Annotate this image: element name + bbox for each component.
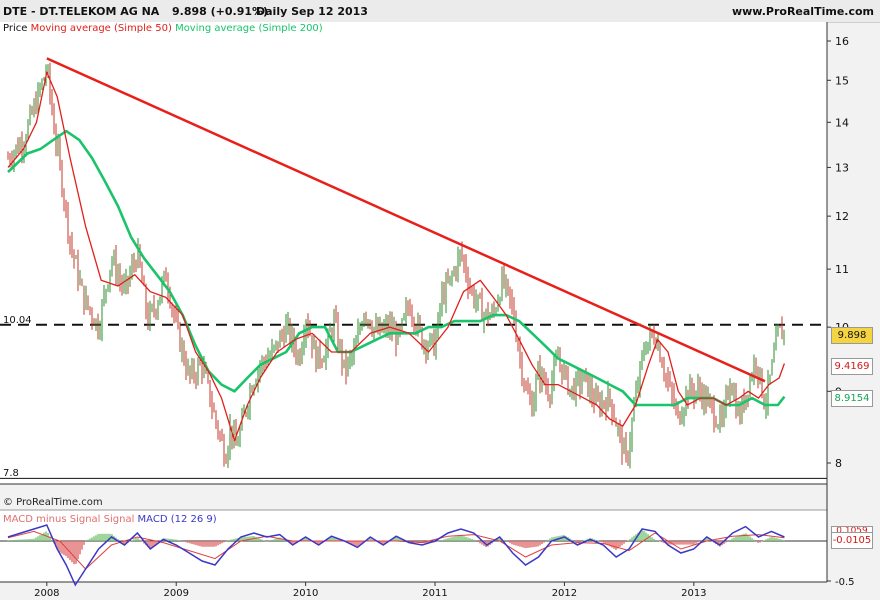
symbol-title: DTE - DT.TELEKOM AG NA xyxy=(3,5,160,18)
y-tick-label: 12 xyxy=(835,210,849,223)
watermark: © ProRealTime.com xyxy=(3,497,103,508)
legend-price: Price xyxy=(3,23,28,34)
price-panel: 1615141312111098 xyxy=(0,22,849,485)
ma200-value-box: 8.9154 xyxy=(831,390,873,407)
macd-top-value-box: 0.1059 xyxy=(831,526,873,535)
y-tick-label: 13 xyxy=(835,161,849,174)
chart-legend: Price Moving average (Simple 50) Moving … xyxy=(3,23,323,34)
header-bar: DTE - DT.TELEKOM AG NA 9.898 (+0.91%) Da… xyxy=(0,0,880,23)
macd-value-box: -0.0105 xyxy=(831,532,873,549)
signal-line xyxy=(7,530,785,570)
legend-ma50: Moving average (Simple 50) xyxy=(30,23,172,34)
y-tick-label: 14 xyxy=(835,116,849,129)
macd-label: MACD (12 26 9) xyxy=(137,514,217,525)
macd-tick-label: -0.5 xyxy=(835,577,855,588)
price-chart[interactable]: 1615141312111098 -0.5 200820092010201120… xyxy=(0,22,880,600)
price-value-box: 9.898 xyxy=(831,327,873,344)
price-plot-area xyxy=(0,22,827,484)
y-tick-label: 16 xyxy=(835,35,849,48)
x-tick-label: 2013 xyxy=(681,588,706,599)
price-change: 9.898 (+0.91%) xyxy=(172,5,269,18)
x-tick-label: 2010 xyxy=(293,588,318,599)
ma200-line xyxy=(7,129,786,407)
y-tick-label: 8 xyxy=(835,457,842,470)
trend-line xyxy=(46,57,766,383)
macd-panel: -0.5 xyxy=(0,509,855,588)
x-tick-label: 2008 xyxy=(34,588,59,599)
level-label-lower: 7.8 xyxy=(3,468,19,479)
y-tick-label: 11 xyxy=(835,263,849,276)
period-date: Daily Sep 12 2013 xyxy=(256,5,368,18)
ma50-line xyxy=(7,71,786,442)
y-tick-label: 15 xyxy=(835,74,849,87)
x-tick-label: 2011 xyxy=(422,588,447,599)
macd-hist-label: MACD minus Signal Signal xyxy=(3,514,135,525)
level-label-upper: 10.04 xyxy=(3,315,32,326)
ma50-value-box: 9.4169 xyxy=(831,358,873,375)
macd-legend: MACD minus Signal Signal MACD (12 26 9) xyxy=(3,514,217,525)
website-link[interactable]: www.ProRealTime.com xyxy=(731,5,874,18)
x-tick-label: 2009 xyxy=(163,588,188,599)
macd-line xyxy=(7,524,785,587)
price-bars xyxy=(7,62,785,469)
x-tick-label: 2012 xyxy=(552,588,577,599)
legend-ma200: Moving average (Simple 200) xyxy=(175,23,323,34)
